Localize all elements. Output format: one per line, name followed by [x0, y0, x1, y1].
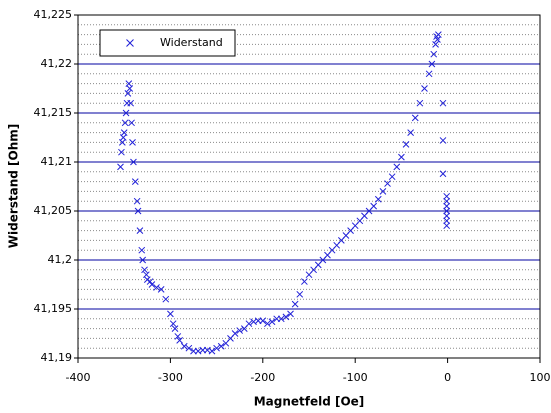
y-tick-label: 41,195: [34, 302, 73, 315]
data-point: [176, 337, 183, 344]
data-point: [291, 300, 299, 308]
data-point: [174, 333, 182, 340]
data-point: [236, 327, 244, 334]
data-point: [167, 310, 174, 318]
data-point: [296, 290, 304, 298]
data-point: [121, 119, 129, 127]
y-axis-label: Widerstand [Ohm]: [7, 124, 21, 249]
x-tick-label: -100: [343, 371, 368, 384]
data-point: [443, 222, 451, 230]
data-point: [370, 202, 378, 210]
data-point: [443, 217, 451, 225]
data-point: [421, 85, 428, 92]
legend-box: [99, 29, 236, 57]
data-point: [124, 90, 132, 97]
data-point: [171, 325, 179, 332]
data-point: [118, 148, 125, 156]
y-tick-label: 41,2: [48, 253, 73, 266]
data-point: [217, 342, 225, 350]
y-tick-label: 41,19: [41, 351, 73, 364]
data-point: [443, 212, 451, 220]
data-point: [282, 313, 290, 321]
data-point: [301, 278, 308, 285]
data-point: [268, 318, 276, 326]
data-point: [439, 170, 447, 178]
data-point: [443, 202, 451, 210]
data-point: [435, 31, 442, 38]
data-point: [127, 99, 135, 107]
legend-label: Widerstand: [160, 36, 223, 49]
data-point: [425, 70, 433, 78]
data-point: [439, 99, 447, 107]
plot-frame: [77, 14, 541, 359]
data-point: [131, 178, 139, 185]
y-tick-label: 41,21: [41, 155, 73, 168]
data-point: [117, 163, 124, 171]
data-point: [384, 180, 391, 187]
data-point: [374, 195, 382, 203]
data-point: [402, 141, 410, 148]
x-tick-label: 0: [444, 371, 451, 384]
data-point: [439, 137, 447, 144]
data-point: [134, 207, 142, 215]
data-point: [277, 315, 285, 323]
data-point: [443, 192, 451, 200]
data-point: [157, 286, 165, 293]
data-point: [287, 310, 294, 318]
data-point: [130, 158, 137, 166]
data-point: [153, 284, 160, 291]
y-tick-label: 41,225: [34, 8, 73, 21]
data-point: [169, 320, 177, 328]
data-point: [138, 246, 146, 254]
data-point: [428, 60, 436, 68]
x-tick-label: -300: [158, 371, 183, 384]
y-tick-label: 41,215: [34, 106, 73, 119]
data-point: [136, 227, 144, 234]
data-point: [443, 207, 451, 215]
data-point: [120, 129, 128, 136]
data-point: [129, 139, 136, 146]
legend-marker: [126, 39, 134, 47]
data-point: [146, 278, 154, 285]
data-point: [259, 317, 267, 325]
data-point: [245, 320, 253, 328]
data-point: [213, 344, 220, 352]
data-point: [379, 188, 387, 195]
data-point: [393, 163, 401, 171]
data-point: [388, 173, 396, 181]
data-point: [122, 109, 130, 117]
data-point: [133, 197, 141, 205]
data-point: [398, 153, 405, 161]
data-point: [432, 41, 439, 48]
x-axis-label: Magnetfeld [Oe]: [254, 395, 365, 409]
data-point: [411, 114, 419, 122]
data-point: [407, 129, 414, 136]
data-point: [185, 344, 193, 352]
data-point: [208, 347, 216, 355]
data-point: [141, 266, 148, 274]
data-point: [126, 85, 134, 92]
x-tick-label: -400: [66, 371, 91, 384]
data-point: [264, 320, 271, 328]
data-point: [148, 281, 156, 288]
x-tick-label: -200: [250, 371, 275, 384]
data-point: [430, 50, 438, 58]
data-point: [180, 342, 188, 350]
data-point: [416, 99, 424, 107]
data-point: [231, 330, 239, 337]
data-point: [139, 256, 147, 264]
y-tick-label: 41,205: [34, 204, 73, 217]
data-point: [128, 119, 135, 127]
data-point: [162, 295, 170, 303]
x-tick-label: 100: [530, 371, 551, 384]
y-tick-label: 41,22: [41, 57, 73, 70]
data-point: [443, 197, 451, 205]
